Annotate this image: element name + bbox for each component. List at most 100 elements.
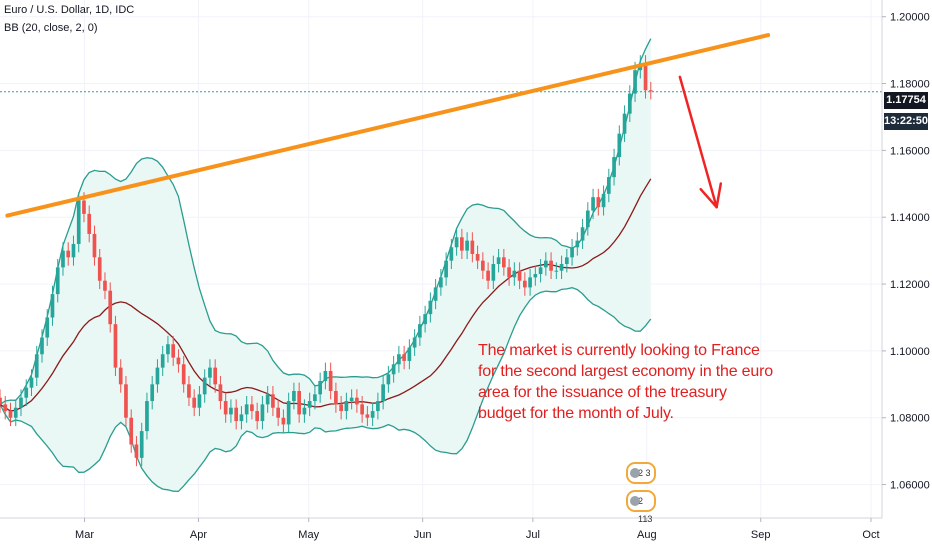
candle-body xyxy=(313,394,317,402)
economic-event-badge[interactable]: 2 3 xyxy=(626,462,656,484)
candle-body xyxy=(502,257,506,268)
candle-body xyxy=(507,267,511,278)
candle-body xyxy=(234,407,239,422)
y-tick-label: 1.10000 xyxy=(890,346,930,358)
candle-body xyxy=(318,380,322,395)
market-annotation: The market is currently looking to Franc… xyxy=(478,342,773,422)
candle-body xyxy=(328,370,333,392)
candle-body xyxy=(596,197,601,208)
candle-body xyxy=(428,300,433,315)
y-tick-label: 1.12000 xyxy=(890,279,930,291)
candle-body xyxy=(213,367,218,385)
candle-body xyxy=(512,270,517,278)
candle-body xyxy=(187,384,191,398)
candle-body xyxy=(181,364,186,385)
candle-body xyxy=(176,357,181,365)
trendline[interactable] xyxy=(5,33,771,218)
candle-body xyxy=(292,391,296,402)
candle-body xyxy=(129,417,134,445)
candle-body xyxy=(134,444,139,458)
candle-body xyxy=(323,370,328,381)
economic-event-badge[interactable]: 2 113 xyxy=(626,490,656,524)
candle-body xyxy=(622,113,627,134)
candle-body xyxy=(543,260,548,268)
candle-body xyxy=(533,274,538,278)
candle-body xyxy=(192,397,197,408)
candle-body xyxy=(439,277,443,288)
candle-body xyxy=(376,401,380,412)
candle-body xyxy=(538,267,543,275)
price-axis[interactable]: 1.20000 1.18000 1.16000 1.14000 1.12000 1.100… xyxy=(882,12,930,492)
candle-body xyxy=(486,270,490,281)
time-axis[interactable]: Mar Apr May Jun Jul Aug Sep Oct xyxy=(75,518,880,541)
candle-body xyxy=(549,260,553,271)
candle-body xyxy=(3,404,8,412)
candle-body xyxy=(386,374,391,385)
candle-body xyxy=(391,364,396,375)
y-tick-label: 1.06000 xyxy=(890,480,930,492)
bar-countdown-tag: 13:22:50 xyxy=(884,113,928,130)
candle-body xyxy=(171,344,176,358)
candle-body xyxy=(218,384,223,402)
candle-body xyxy=(108,290,113,325)
candle-body xyxy=(61,250,65,268)
candle-body xyxy=(554,270,559,272)
candle-body xyxy=(229,407,233,415)
candle-body xyxy=(244,404,249,415)
candle-body xyxy=(397,354,401,365)
candle-body xyxy=(454,237,459,248)
candle-body xyxy=(418,324,422,338)
candle-body xyxy=(575,240,580,248)
candlesticks xyxy=(0,55,653,467)
candle-body xyxy=(475,253,480,261)
candle-body xyxy=(349,397,354,402)
candle-body xyxy=(145,401,149,432)
x-tick-label: Mar xyxy=(75,529,94,541)
candle-body xyxy=(465,240,469,251)
candle-body xyxy=(281,417,286,425)
x-tick-label: Jun xyxy=(414,529,432,541)
candle-body xyxy=(433,287,438,301)
candle-body xyxy=(334,391,338,405)
candle-body xyxy=(302,407,307,415)
event-badge-label: 2 113 xyxy=(638,496,653,524)
candle-body xyxy=(34,354,39,378)
candle-body xyxy=(564,257,569,265)
forecast-arrow[interactable] xyxy=(678,75,723,209)
candle-body xyxy=(580,227,585,241)
candle-body xyxy=(124,384,128,418)
y-tick-label: 1.14000 xyxy=(890,212,930,224)
candle-body xyxy=(360,404,364,415)
symbol-title: Euro / U.S. Dollar, 1D, IDC xyxy=(4,4,135,16)
x-tick-label: Apr xyxy=(190,529,207,541)
candle-body xyxy=(40,337,44,355)
x-tick-label: May xyxy=(298,529,319,541)
candle-body xyxy=(591,197,595,211)
candle-body xyxy=(491,264,496,281)
candle-body xyxy=(155,367,160,385)
candle-body xyxy=(528,277,532,288)
candle-body xyxy=(297,391,301,415)
candle-body xyxy=(13,407,18,418)
candle-body xyxy=(381,384,385,402)
candle-body xyxy=(208,367,212,378)
candle-body xyxy=(97,257,102,281)
candle-body xyxy=(113,324,118,368)
candle-body xyxy=(87,213,92,234)
candle-body xyxy=(0,397,2,405)
candle-body xyxy=(633,70,637,94)
candle-body xyxy=(103,280,107,291)
candle-body xyxy=(365,414,370,418)
candle-body xyxy=(407,347,412,361)
candle-body xyxy=(197,394,202,408)
candle-body xyxy=(50,294,55,318)
candle-body xyxy=(160,354,165,368)
candle-body xyxy=(481,260,485,271)
candle-body xyxy=(223,401,228,415)
bollinger-band-fill xyxy=(0,38,651,492)
candle-body xyxy=(643,63,648,91)
event-badge-label: 2 3 xyxy=(638,468,651,478)
candle-body xyxy=(617,133,622,158)
arrow-head xyxy=(715,182,723,209)
